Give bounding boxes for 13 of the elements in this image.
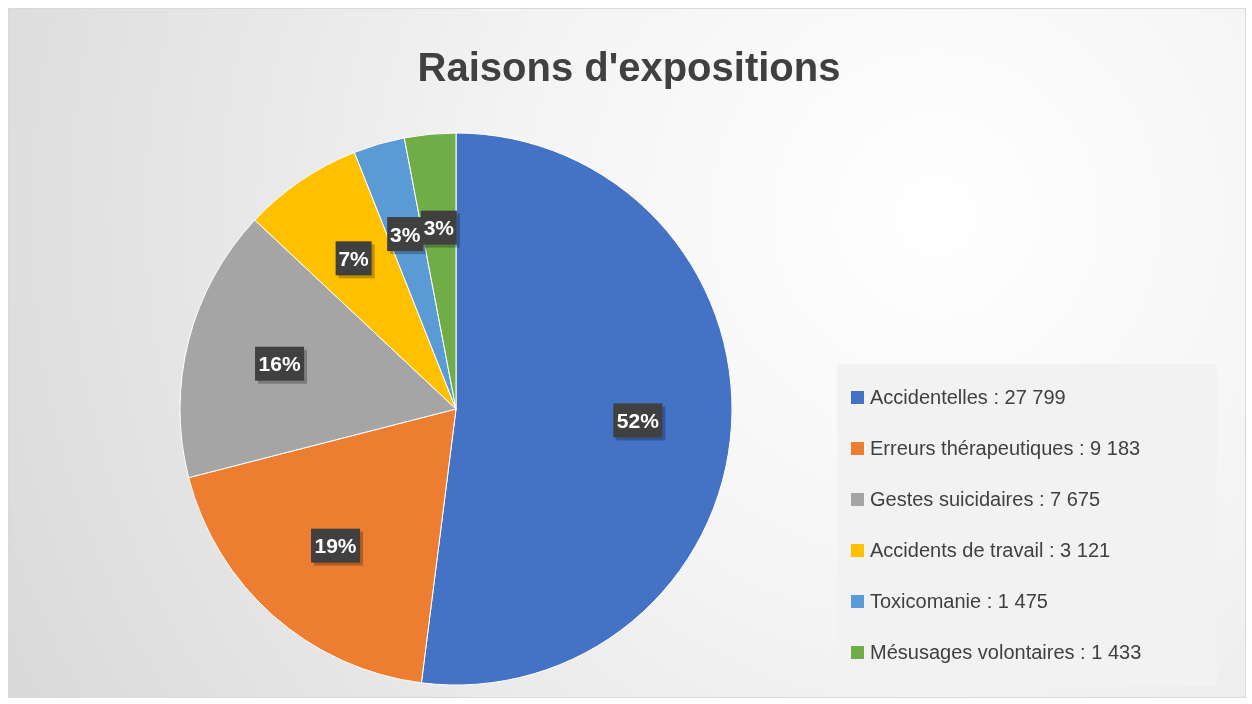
data-label: 7% — [338, 246, 370, 270]
legend-label: Gestes suicidaires : 7 675 — [870, 488, 1101, 511]
legend-label: Accidentelles : 27 799 — [870, 386, 1066, 409]
legend-label: Accidents de travail : 3 121 — [870, 539, 1111, 562]
data-label: 19% — [314, 534, 357, 558]
legend-label: Toxicomanie : 1 475 — [870, 590, 1048, 613]
data-label: 16% — [258, 352, 301, 376]
legend-label: Erreurs thérapeutiques : 9 183 — [870, 437, 1141, 460]
data-label: 3% — [423, 216, 455, 240]
legend-label: Mésusages volontaires : 1 433 — [870, 641, 1142, 664]
data-label: 52% — [616, 408, 660, 432]
chart-title: Raisons d'expositions — [416, 45, 842, 90]
data-label: 3% — [390, 222, 421, 246]
